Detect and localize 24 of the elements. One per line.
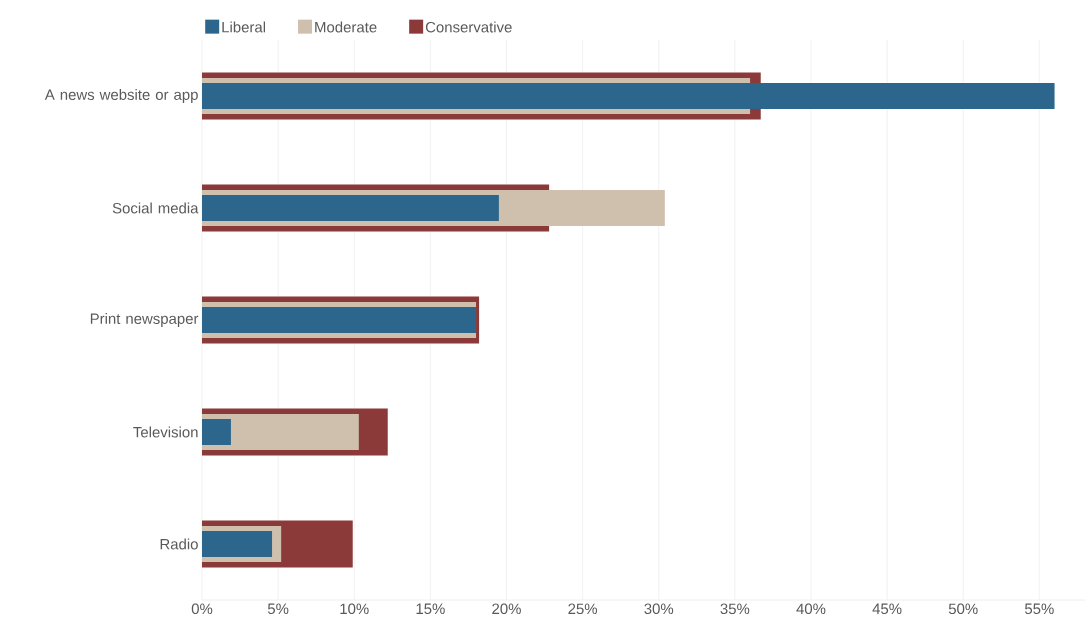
y-tick-label: Social media	[112, 202, 199, 214]
y-tick-label: Television	[133, 426, 198, 438]
x-tick-label: 55%	[1024, 603, 1054, 615]
y-tick-label: A news website or app	[44, 89, 198, 103]
x-tick-label: 30%	[644, 603, 674, 615]
x-tick-label: 5%	[267, 603, 289, 615]
bar	[202, 418, 231, 445]
y-tick-label: Radio	[160, 538, 198, 550]
legend-label: Moderate	[315, 21, 377, 33]
legend-label: Liberal	[222, 21, 266, 33]
x-tick-label: 20%	[492, 603, 521, 615]
bar	[202, 194, 499, 221]
x-tick-label: 35%	[720, 603, 750, 615]
x-tick-label: 50%	[948, 603, 978, 615]
x-tick-label: 10%	[340, 603, 369, 615]
x-tick-label: 15%	[416, 603, 445, 615]
x-tick-label: 40%	[796, 603, 826, 615]
bar	[202, 530, 273, 557]
bar	[202, 82, 1055, 109]
y-tick-label: Print newspaper	[90, 313, 199, 327]
legend-label: Conservative	[425, 21, 512, 33]
x-tick-label: 25%	[568, 603, 598, 615]
x-tick-label: 0%	[191, 603, 213, 615]
x-tick-label: 45%	[872, 603, 902, 615]
